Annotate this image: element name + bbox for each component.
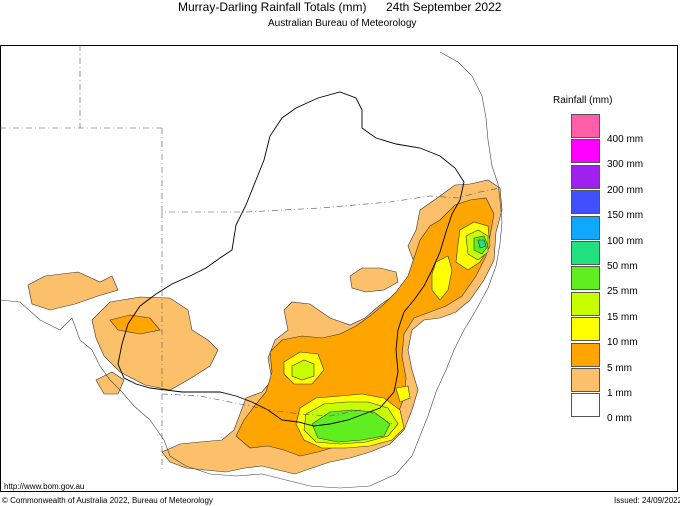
- rain-area-west-sa: [27, 271, 119, 311]
- border-sa-qld: [161, 128, 246, 213]
- rain-5mm-central-sa: [109, 314, 161, 335]
- coastline-path: [0, 51, 503, 489]
- legend-label: 15 mm: [607, 311, 638, 323]
- rain-area-sa-gulf: [95, 371, 125, 395]
- rain-15mm-west: [291, 359, 315, 381]
- legend-swatch: [571, 241, 600, 265]
- legend-swatch: [571, 190, 600, 215]
- rainfall-5mm-areas: [109, 197, 495, 457]
- issued-date: Issued: 24/09/2022: [614, 496, 680, 505]
- legend-label: 400 mm: [607, 134, 644, 145]
- map-date: 24th September 2022: [386, 0, 502, 14]
- rain-5mm-main: [235, 197, 495, 457]
- rainfall-50mm-areas: [477, 239, 487, 249]
- rainfall-25mm-areas: [311, 235, 489, 443]
- legend-swatch: [571, 114, 600, 138]
- legend-swatch: [571, 139, 600, 164]
- rainfall-map: [0, 45, 503, 489]
- legend-swatch: [571, 215, 600, 240]
- rain-50mm-northeast: [477, 239, 487, 249]
- legend-label: 100 mm: [607, 235, 644, 247]
- rain-area-northeast: [349, 267, 399, 293]
- state-borders: [0, 45, 501, 470]
- legend-swatch: [571, 393, 600, 418]
- legend-label: 10 mm: [607, 337, 638, 349]
- legend-swatch: [571, 368, 600, 392]
- legend-label: 200 mm: [607, 184, 644, 196]
- map-frame: [0, 45, 678, 492]
- legend-swatch: [571, 164, 600, 189]
- legend-label: 150 mm: [607, 210, 644, 222]
- map-title: Murray-Darling Rainfall Totals (mm): [178, 0, 367, 14]
- coastline: [0, 51, 503, 489]
- source-url[interactable]: http://www.bom.gov.au: [4, 482, 85, 491]
- rain-10mm-small-east: [395, 385, 411, 403]
- murray-darling-basin-outline: [117, 91, 465, 427]
- border-nsw-vic: [161, 393, 393, 425]
- legend-swatch: [571, 291, 600, 316]
- map-subtitle: Australian Bureau of Meteorology: [268, 18, 417, 29]
- map-header: Murray-Darling Rainfall Totals (mm) 24th…: [0, 0, 680, 14]
- rain-10mm-coast: [431, 255, 453, 301]
- legend-label: 50 mm: [607, 261, 638, 272]
- legend-title: Rainfall (mm): [553, 95, 613, 106]
- legend-swatch: [571, 342, 600, 367]
- copyright-text: © Commonwealth of Australia 2022, Bureau…: [2, 496, 213, 505]
- border-qld-nsw: [245, 187, 501, 213]
- legend-label: 5 mm: [607, 362, 632, 374]
- legend-swatch: [571, 317, 600, 342]
- legend-label: 300 mm: [607, 159, 644, 171]
- legend-swatch: [571, 266, 600, 291]
- legend-label: 0 mm: [607, 413, 632, 425]
- legend-label: 25 mm: [607, 286, 638, 298]
- basin-boundary: [117, 91, 465, 427]
- rain-25mm-south: [311, 409, 391, 443]
- legend-label: 1 mm: [607, 388, 632, 399]
